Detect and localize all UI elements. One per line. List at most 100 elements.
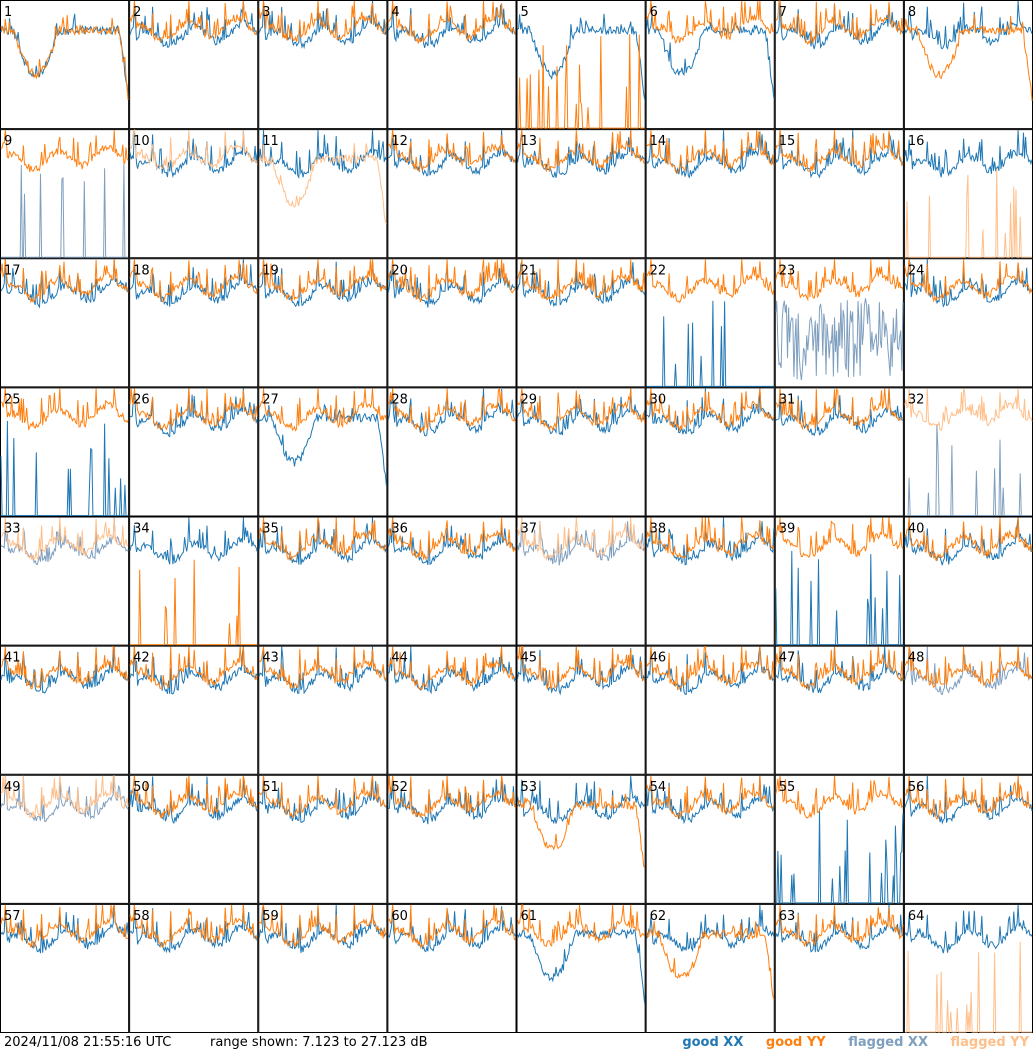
series-yy-good <box>775 904 904 947</box>
panel-label: 8 <box>908 5 916 20</box>
series-xx-good <box>775 0 904 50</box>
series-yy-good <box>259 904 387 948</box>
series-xx-good <box>387 388 516 437</box>
series-xx-flagged <box>904 646 1033 696</box>
legend-good-yy: good YY <box>765 1035 826 1050</box>
panel-label: 21 <box>521 263 538 278</box>
panel-44: 44 <box>387 645 517 775</box>
series-yy-good <box>775 646 904 690</box>
panel-frame <box>0 0 130 130</box>
panel-label: 39 <box>779 522 796 537</box>
panel-5: 5 <box>516 0 646 130</box>
panel-label: 49 <box>4 780 21 795</box>
panel-frame <box>645 774 775 904</box>
panel-60: 60 <box>387 903 517 1033</box>
series-yy-good <box>129 646 258 689</box>
panel-50: 50 <box>129 774 259 904</box>
panel-label: 51 <box>262 780 279 795</box>
panel-59: 59 <box>258 903 388 1033</box>
series-yy-good <box>646 517 775 559</box>
panel-20: 20 <box>387 258 517 388</box>
panel-label: 27 <box>262 392 279 407</box>
panel-label: 54 <box>650 780 667 795</box>
series-yy-good <box>517 259 646 301</box>
series-yy-good <box>258 775 387 818</box>
panel-label: 61 <box>521 909 538 924</box>
panel-frame <box>516 774 646 904</box>
panel-label: 4 <box>391 5 399 20</box>
series-yy-good <box>646 646 775 691</box>
panel-47: 47 <box>774 645 904 775</box>
panel-label: 5 <box>521 5 529 20</box>
panel-label: 30 <box>650 392 667 407</box>
panel-8: 8 <box>903 0 1033 130</box>
series-yy-good <box>904 259 1033 303</box>
panel-6: 6 <box>645 0 775 130</box>
panel-label: 36 <box>391 522 408 537</box>
panel-label: 7 <box>779 5 787 20</box>
legend-flagged-yy: flagged YY <box>950 1035 1030 1050</box>
panel-label: 48 <box>908 651 925 666</box>
panel-26: 26 <box>129 387 259 517</box>
legend: good XX good YY flagged XX flagged YY <box>664 1033 1029 1053</box>
panel-1: 1 <box>0 0 130 130</box>
panel-label: 24 <box>908 263 925 278</box>
series-yy-good <box>129 775 258 819</box>
series-yy-good <box>388 904 516 950</box>
panel-21: 21 <box>516 258 646 388</box>
series-yy-good <box>258 517 387 561</box>
series-yy-flagged <box>129 128 258 170</box>
series-yy-good <box>258 388 387 432</box>
series-yy-good <box>129 259 258 303</box>
series-xx-good <box>129 259 258 307</box>
series-xx-good <box>517 775 646 825</box>
panel-label: 9 <box>4 134 12 149</box>
series-yy-good <box>517 34 645 129</box>
panel-2: 2 <box>129 0 259 130</box>
series-yy-good <box>646 130 775 174</box>
panel-25: 25 <box>0 387 130 517</box>
panel-label: 43 <box>262 651 279 666</box>
series-yy-flagged <box>904 941 1032 1033</box>
panel-64: 64 <box>903 903 1033 1033</box>
panel-7: 7 <box>774 0 904 130</box>
panel-label: 34 <box>133 522 150 537</box>
panel-label: 35 <box>262 522 279 537</box>
series-yy-good <box>904 646 1033 688</box>
series-yy-good <box>0 388 129 432</box>
panel-frame <box>645 903 775 1033</box>
panel-frame <box>903 258 1033 388</box>
panel-frame <box>258 387 388 517</box>
panel-23: 23 <box>774 258 904 388</box>
panel-36: 36 <box>387 516 517 646</box>
series-yy-good <box>388 0 516 44</box>
series-xx-good <box>387 4 516 49</box>
series-yy-good <box>646 920 775 1000</box>
series-yy-good <box>517 904 646 947</box>
panel-13: 13 <box>516 129 646 259</box>
panel-label: 45 <box>521 651 538 666</box>
panel-label: 50 <box>133 780 150 795</box>
panel-48: 48 <box>903 645 1033 775</box>
series-xx-good <box>646 12 775 99</box>
series-yy-flagged <box>258 143 387 224</box>
series-xx-good <box>0 259 129 309</box>
panel-label: 12 <box>391 134 408 149</box>
series-yy-good <box>388 388 516 433</box>
panel-label: 37 <box>521 522 538 537</box>
panel-39: 39 <box>774 516 904 646</box>
panel-27: 27 <box>258 387 388 517</box>
panel-label: 44 <box>391 651 408 666</box>
panel-54: 54 <box>645 774 775 904</box>
panel-14: 14 <box>645 129 775 259</box>
legend-good-xx: good XX <box>682 1035 744 1050</box>
panel-label: 1 <box>4 5 12 20</box>
panel-label: 64 <box>908 909 925 924</box>
panel-31: 31 <box>774 387 904 517</box>
series-yy-good <box>388 130 516 172</box>
panel-17: 17 <box>0 258 130 388</box>
panel-label: 13 <box>521 134 538 149</box>
series-yy-good <box>129 904 258 948</box>
series-xx-good <box>129 130 258 178</box>
panel-frame <box>0 129 130 259</box>
